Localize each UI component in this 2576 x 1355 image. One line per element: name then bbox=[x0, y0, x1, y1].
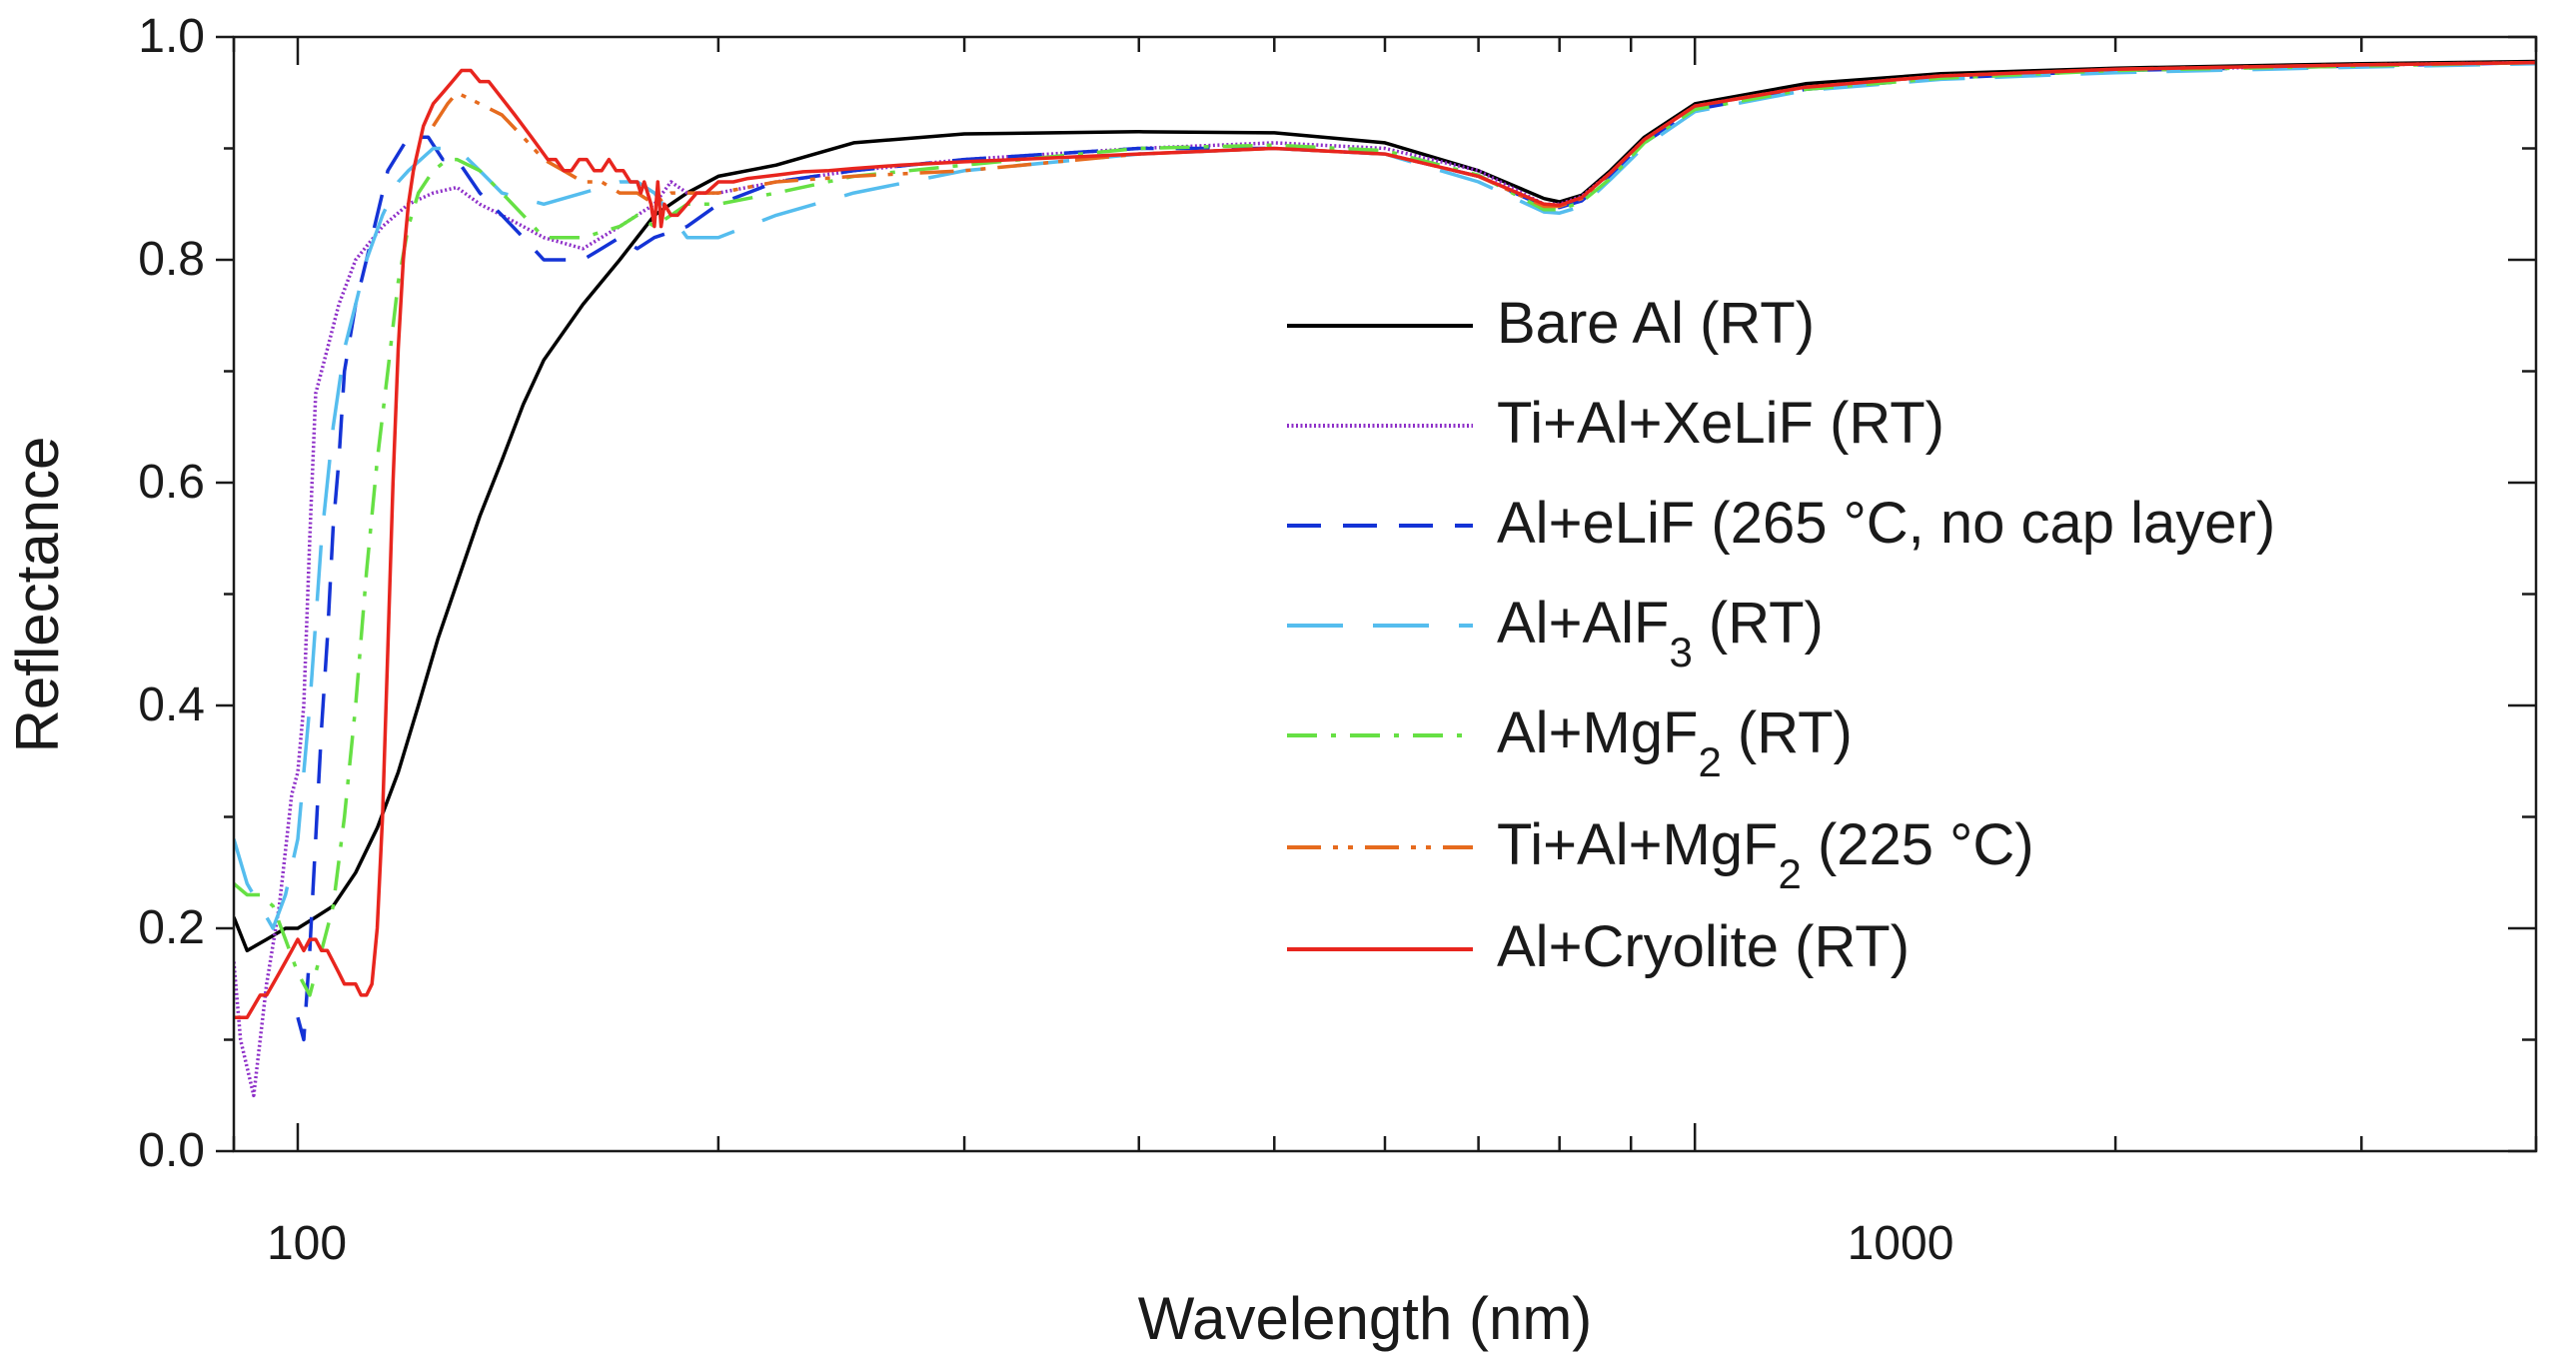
legend-label-al-cryolite: Al+Cryolite (RT) bbox=[1497, 914, 1910, 979]
y-tick-label-1.0: 1.0 bbox=[138, 10, 205, 63]
x-tick-label-1000: 1000 bbox=[1848, 1217, 1954, 1270]
x-tick-label-100: 100 bbox=[267, 1217, 347, 1270]
series-layer bbox=[234, 59, 2536, 1098]
legend-label-al-alf3: Al+AlF3 (RT) bbox=[1497, 591, 1824, 676]
y-tick-label-0.8: 0.8 bbox=[138, 233, 205, 286]
y-tick-label-0.6: 0.6 bbox=[138, 456, 205, 509]
y-tick-label-0.4: 0.4 bbox=[138, 678, 205, 731]
series-line-al-mgf2 bbox=[234, 60, 2536, 997]
legend-label-al-mgf2: Al+MgF2 (RT) bbox=[1497, 700, 1853, 785]
y-axis-label: Reflectance bbox=[4, 437, 71, 753]
x-axis-label: Wavelength (nm) bbox=[1138, 1285, 1593, 1352]
series-line-ti-al-xelif bbox=[234, 60, 2536, 1098]
legend-label-ti-al-mgf2: Ti+Al+MgF2 (225 °C) bbox=[1497, 812, 2034, 897]
y-tick-label-0.0: 0.0 bbox=[138, 1124, 205, 1177]
series-line-al-cryolite bbox=[234, 60, 2536, 1019]
legend-label-ti-al-xelif: Ti+Al+XeLiF (RT) bbox=[1497, 391, 1944, 456]
plot-frame bbox=[232, 35, 2538, 1153]
y-tick-label-0.2: 0.2 bbox=[138, 901, 205, 954]
legend-label-bare-al: Bare Al (RT) bbox=[1497, 291, 1815, 356]
series-line-al-elif bbox=[296, 60, 2536, 1042]
legend: Bare Al (RT) Ti+Al+XeLiF (RT) Al+eLiF (2… bbox=[1287, 291, 2275, 979]
tick-layer bbox=[216, 35, 2538, 1153]
legend-label-al-elif: Al+eLiF (265 °C, no cap layer) bbox=[1497, 491, 2275, 556]
